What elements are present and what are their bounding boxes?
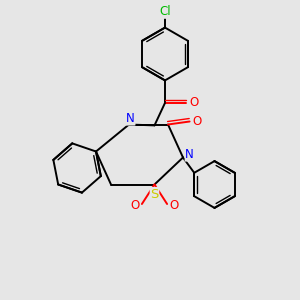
Text: O: O: [169, 199, 178, 212]
Text: N: N: [185, 148, 194, 161]
Text: Cl: Cl: [159, 5, 171, 18]
Text: O: O: [131, 199, 140, 212]
Text: O: O: [189, 96, 198, 110]
Text: N: N: [126, 112, 135, 125]
Text: O: O: [193, 115, 202, 128]
Text: S: S: [150, 188, 159, 201]
